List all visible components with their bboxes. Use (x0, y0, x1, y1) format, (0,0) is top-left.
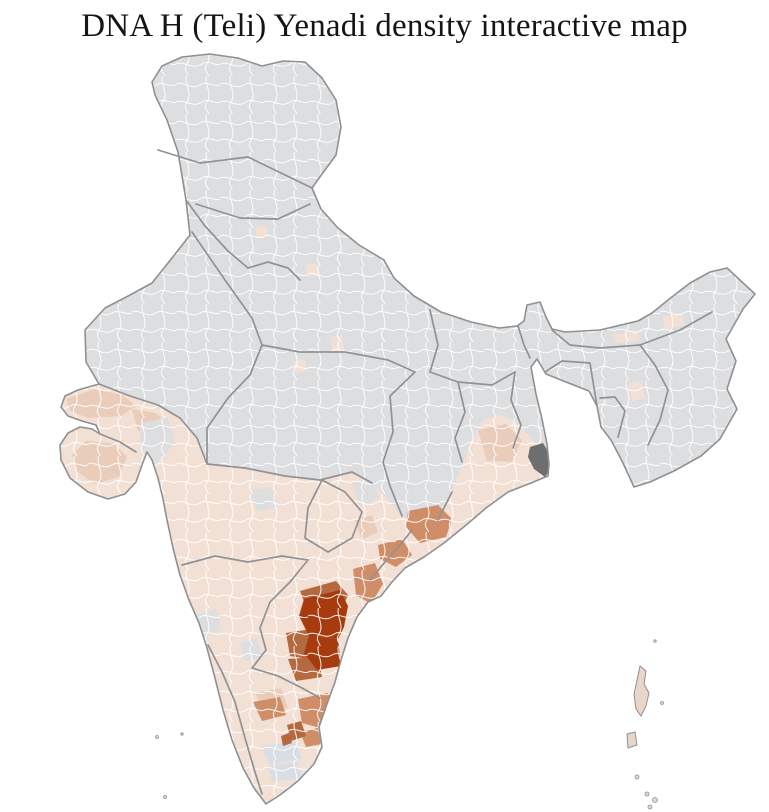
andaman-island[interactable] (653, 639, 657, 643)
andaman-island[interactable] (634, 774, 640, 780)
islands (155, 639, 664, 810)
state-borders (98, 149, 713, 795)
lakshadweep-island[interactable] (163, 795, 167, 799)
nicobar-island[interactable] (652, 797, 658, 803)
sundarbans-delta[interactable] (528, 443, 549, 477)
coastline-border (59, 53, 756, 805)
nicobar-island[interactable] (644, 791, 650, 797)
lakshadweep-island[interactable] (180, 732, 184, 736)
nicobar-island[interactable] (647, 804, 653, 810)
andaman-island[interactable] (626, 731, 638, 749)
lakshadweep-island[interactable] (155, 735, 159, 739)
andaman-island[interactable] (633, 665, 650, 717)
district-grid-overlay (60, 54, 755, 804)
andaman-island[interactable] (660, 701, 664, 705)
